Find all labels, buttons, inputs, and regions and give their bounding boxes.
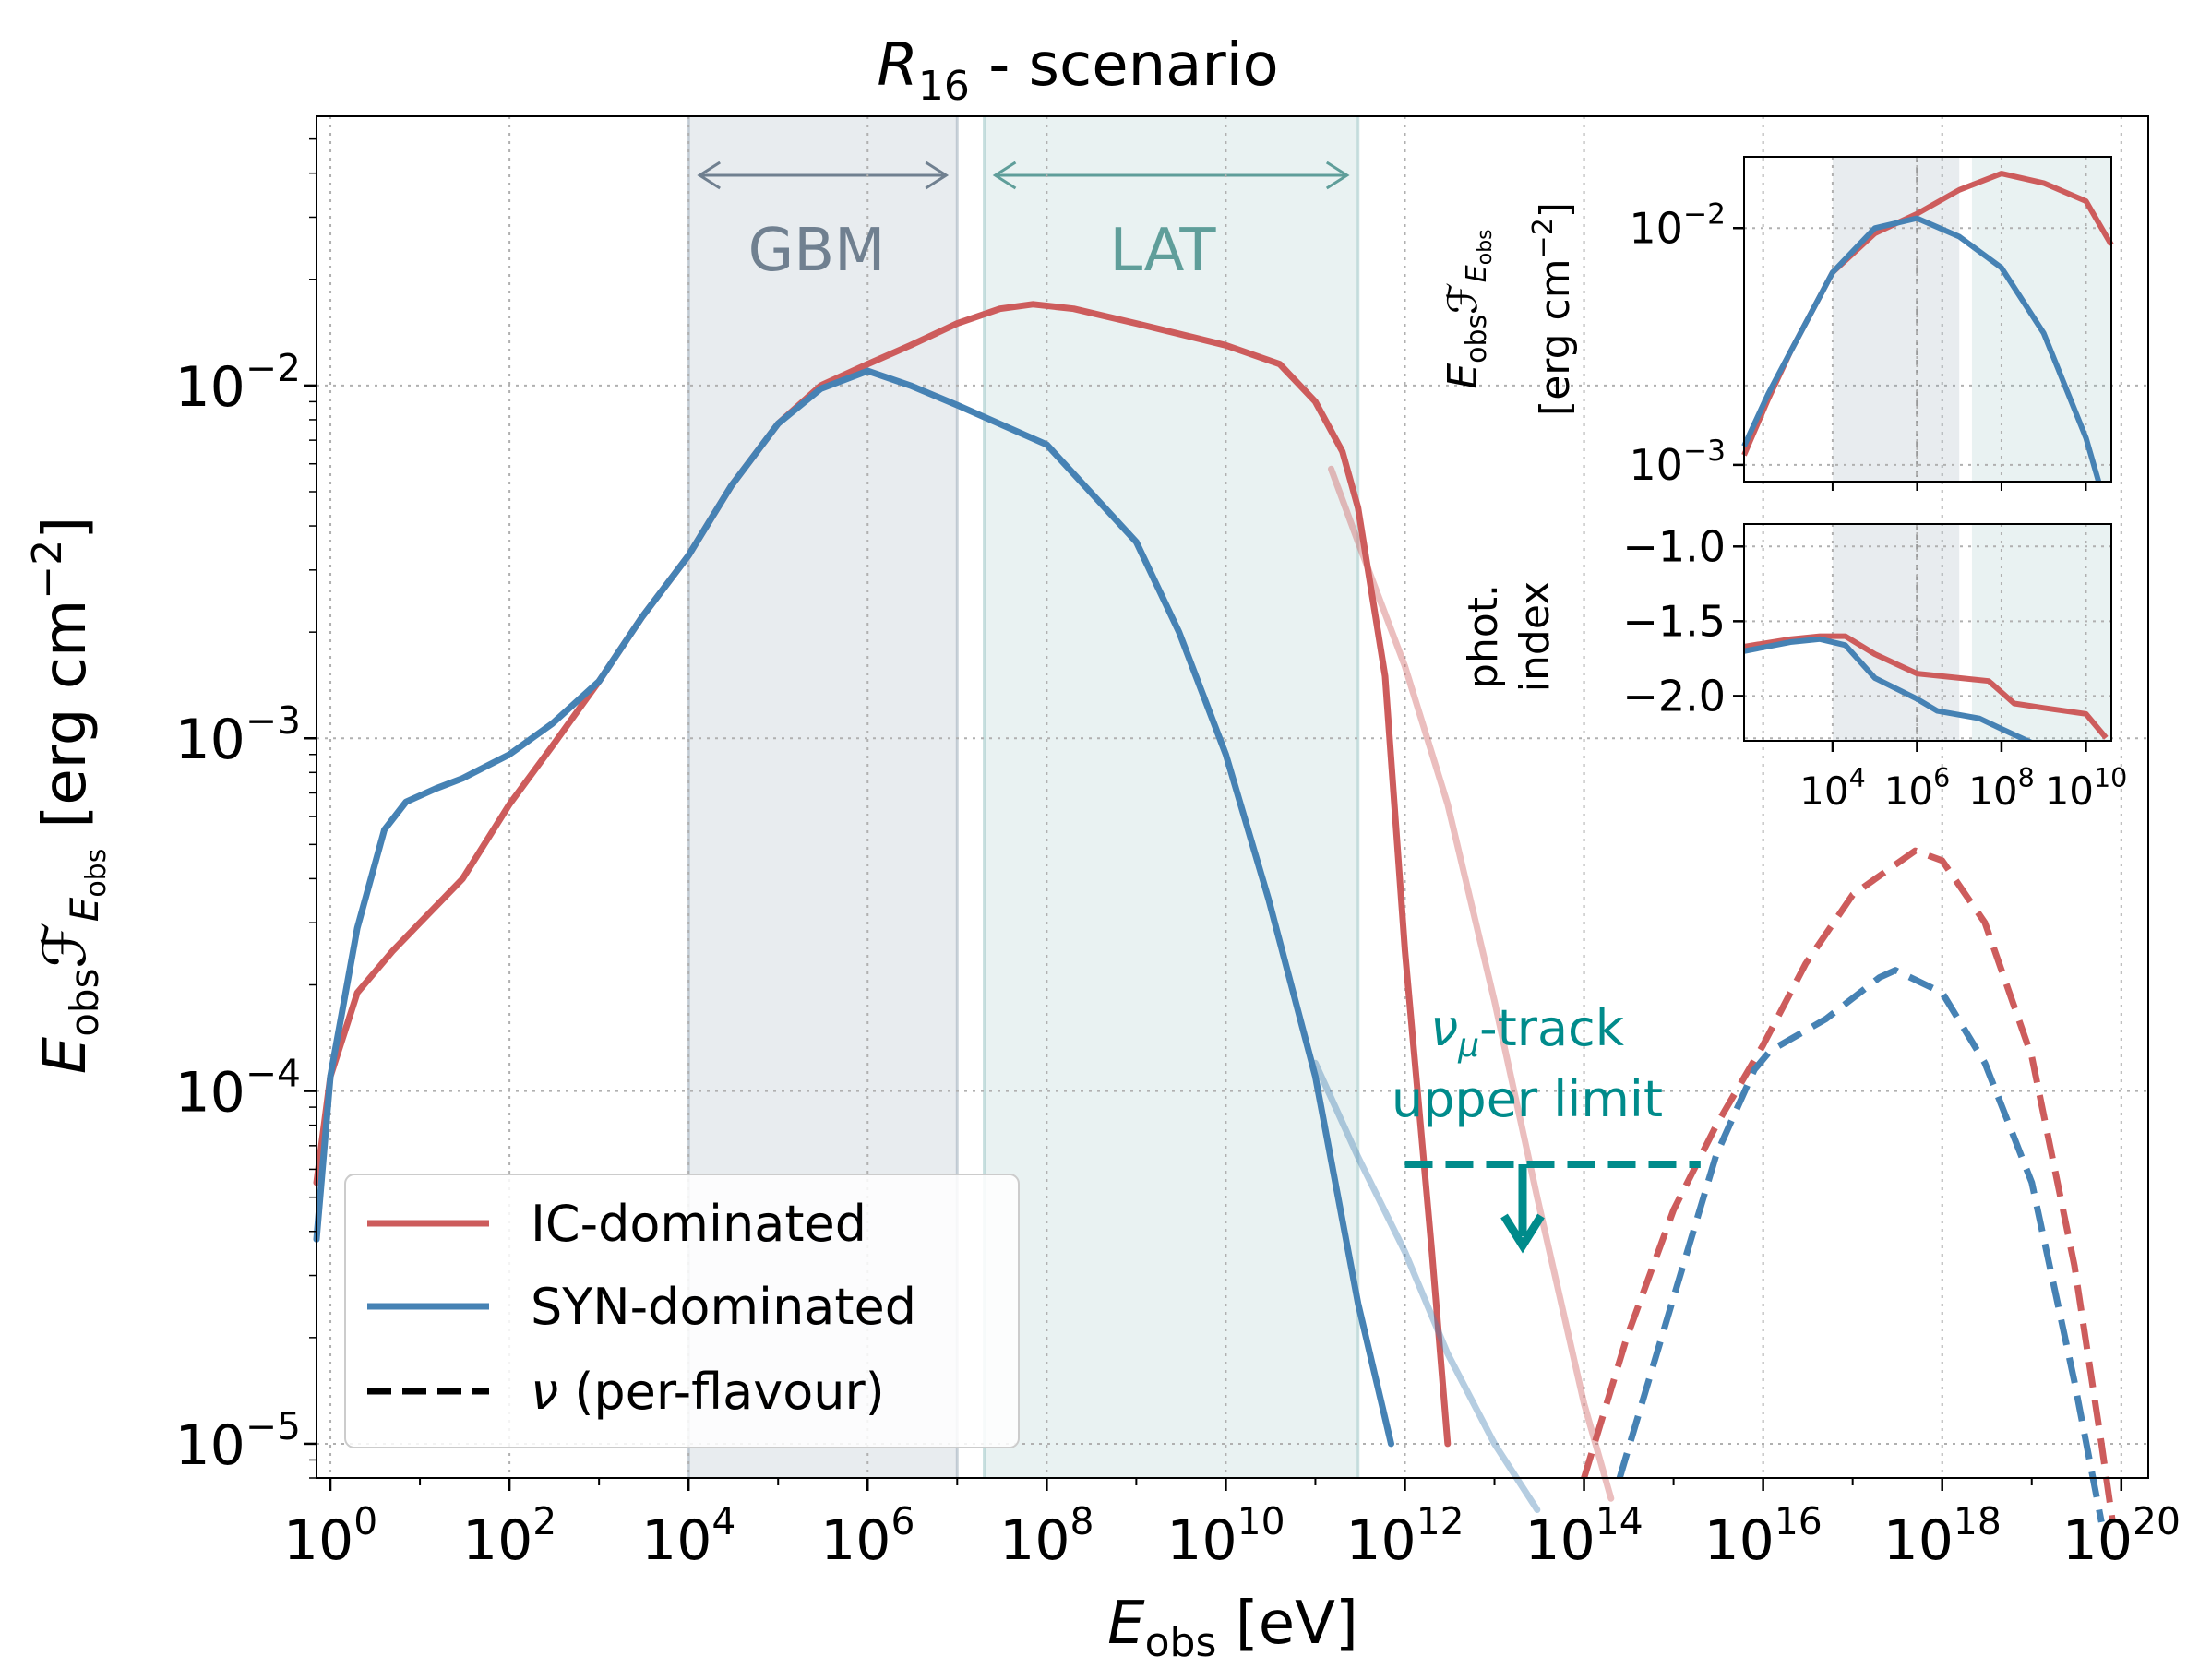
inset-bottom-x-tick-label: 108 — [1968, 762, 2035, 814]
x-tick-label: 1012 — [1345, 1499, 1464, 1573]
band-lat-arrowhead-left — [992, 161, 1017, 190]
main-series — [313, 301, 2116, 1523]
inset-bottom-series-line-0 — [1744, 633, 2109, 740]
inset-top-bands — [1832, 157, 2111, 482]
main-axis-ticks: 100 102 104 106 108 1010 1012 1014 1016 1018 10201… — [175, 137, 2181, 1573]
upper-limit-annotation — [1404, 1160, 1701, 1254]
y-tick-label: 10−5 — [175, 1404, 302, 1478]
inset-top-frame — [1743, 156, 2112, 483]
inset-bottom-ticks: −1.0 −1.5 −2.0 104 106 108 1010 — [1622, 521, 2127, 814]
inset-bottom-y-tick-label: −1.0 — [1622, 521, 1726, 571]
band-lat-arrowhead-right — [1325, 161, 1350, 190]
inset-bottom-y-tick-label: −1.5 — [1622, 596, 1726, 646]
inset-bottom-bands — [1832, 524, 2111, 741]
x-tick-label: 106 — [820, 1499, 914, 1573]
y-tick-label: 10−4 — [175, 1052, 302, 1126]
gbm-band-label: GBM — [748, 217, 886, 285]
inset-top-y-tick-label: 10−3 — [1629, 435, 1726, 490]
inset-bottom-series — [1744, 633, 2109, 741]
legend-label-ic: IC-dominated — [531, 1195, 866, 1253]
x-tick-label: 1018 — [1883, 1499, 2002, 1573]
inset-bottom-y-tick-label: −2.0 — [1622, 671, 1726, 721]
legend: IC-dominated SYN-dominated ν (per-flavou… — [344, 1174, 1020, 1448]
inset-top-series — [1741, 171, 2114, 483]
band-gbm-arrowhead-right — [925, 161, 950, 190]
inset-bottom-ylabel-line2: index — [1512, 581, 1559, 692]
legend-label-nu: ν (per-flavour) — [531, 1363, 885, 1421]
legend-label-syn: SYN-dominated — [531, 1278, 916, 1336]
series-line-0 — [313, 301, 1452, 1448]
upper-limit-label-line2: upper limit — [1392, 1070, 1663, 1128]
x-axis-label: Eobs [eV] — [1107, 1590, 1358, 1666]
inset-bottom-frame — [1743, 523, 2112, 742]
inset-top-y-tick-label: 10−2 — [1629, 198, 1726, 254]
inset-bottom-x-tick-label: 106 — [1884, 762, 1951, 814]
series-line-4 — [1581, 847, 2116, 1523]
inset-band-gbm — [1832, 157, 1960, 482]
lat-band-label: LAT — [1109, 217, 1216, 285]
inset-band-lat — [1971, 524, 2111, 741]
series-line-1 — [313, 367, 1394, 1448]
series-line-2 — [1328, 465, 1615, 1502]
x-tick-label: 1020 — [2062, 1499, 2181, 1573]
main-grid — [317, 116, 2148, 1478]
inset-bottom-x-tick-label: 1010 — [2045, 762, 2128, 814]
x-tick-label: 1014 — [1524, 1499, 1643, 1573]
band-lat — [984, 116, 1358, 1478]
series-line-3 — [1311, 1059, 1541, 1513]
series-line-5 — [1616, 967, 2105, 1523]
y-tick-label: 10−2 — [175, 346, 302, 420]
upper-limit-arrowhead — [1500, 1213, 1545, 1254]
legend-box — [344, 1174, 1020, 1448]
inset-bottom-x-tick-label: 104 — [1799, 762, 1866, 814]
inset-band-lat — [1971, 157, 2111, 482]
inset-top-grid — [1744, 157, 2111, 482]
x-tick-label: 1010 — [1166, 1499, 1285, 1573]
inset-band-gbm — [1832, 524, 1960, 741]
inset-bottom-grid — [1744, 524, 2111, 741]
chart-title: R16 - scenario — [877, 31, 1278, 110]
inset-top-ylabel-line1: EobsℱEobs — [1440, 229, 1497, 388]
x-tick-label: 104 — [641, 1499, 735, 1573]
x-tick-label: 102 — [462, 1499, 556, 1573]
x-tick-label: 100 — [283, 1499, 377, 1573]
inset-top-series-line-1 — [1741, 215, 2102, 483]
inset-top-ylabel-line2: [erg cm−2] — [1527, 202, 1579, 416]
band-gbm-arrowhead-left — [697, 161, 721, 190]
main-plot-frame — [316, 115, 2149, 1479]
inset-bottom-series-line-1 — [1744, 636, 2035, 741]
inset-bottom-ylabel-line1: phot. — [1460, 584, 1507, 689]
x-tick-label: 108 — [999, 1499, 1094, 1573]
upper-limit-label-line1: νμ-track — [1430, 999, 1625, 1065]
y-axis-label: EobsℱEobs[erg cm−2] — [24, 517, 113, 1074]
x-tick-label: 1016 — [1703, 1499, 1822, 1573]
y-tick-label: 10−3 — [175, 698, 302, 772]
inset-top-ticks: 10−3 10−2 — [1629, 198, 2087, 491]
